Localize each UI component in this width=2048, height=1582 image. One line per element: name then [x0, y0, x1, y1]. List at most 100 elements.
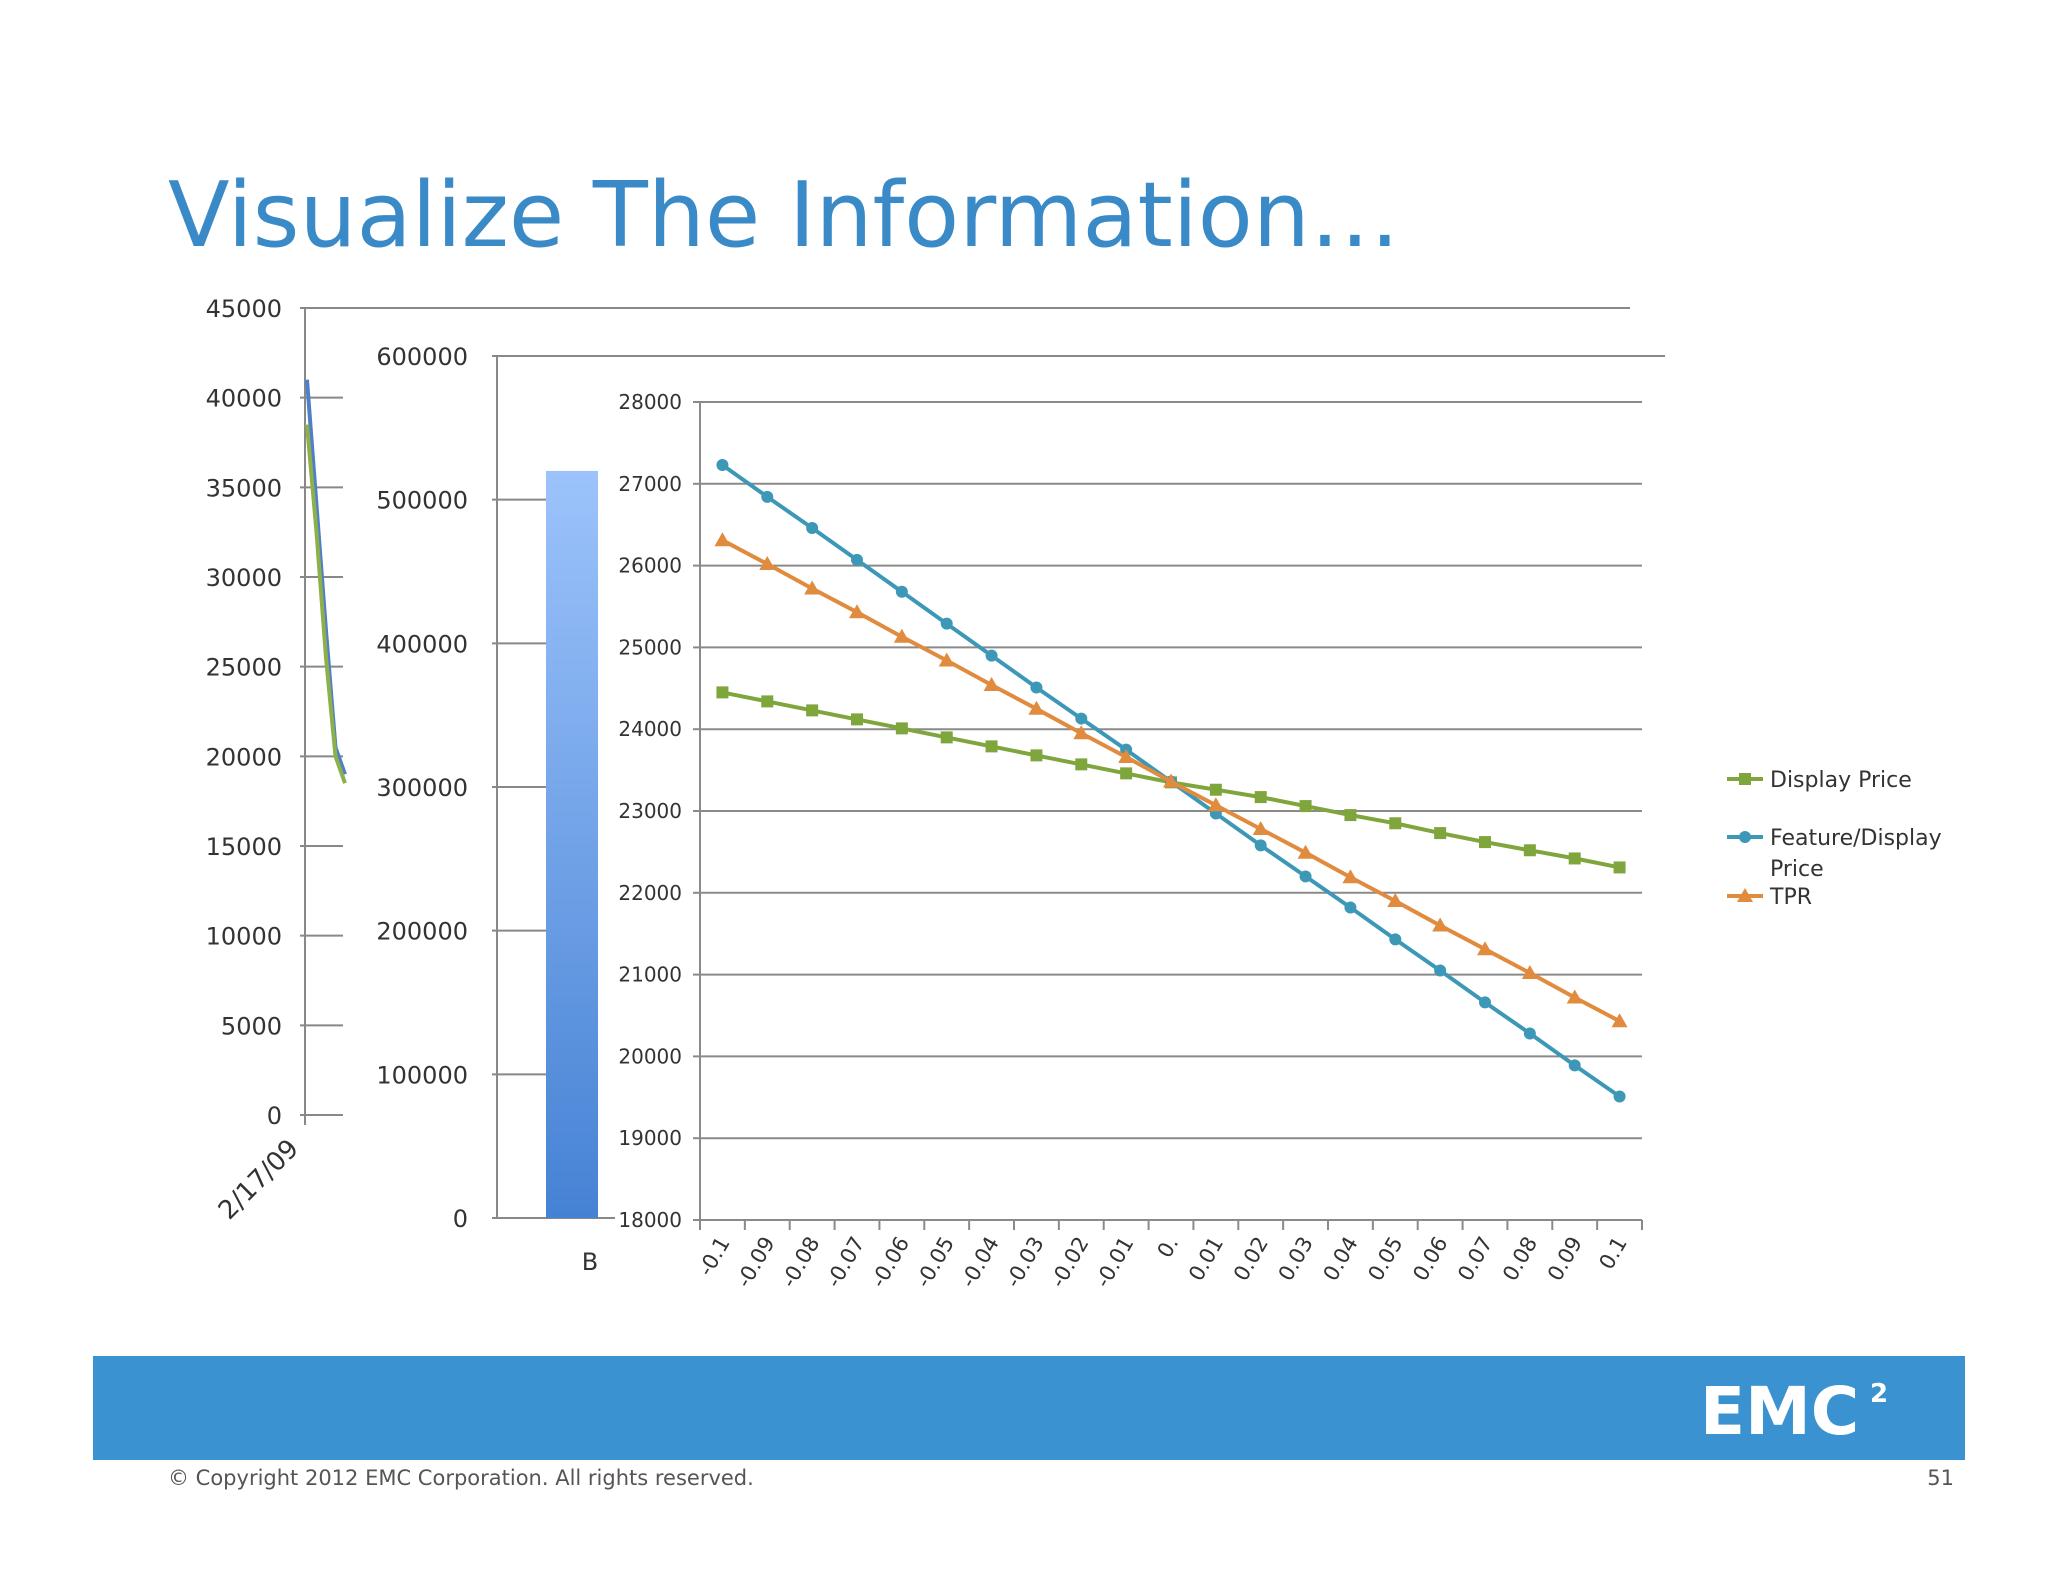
slide-title: Visualize The Information…: [168, 163, 1400, 268]
data-point-square: [1389, 817, 1402, 830]
back-series-line: [305, 379, 347, 775]
data-point-triangle: [1073, 725, 1090, 740]
back-y-tick-label: 0: [267, 1102, 282, 1130]
mid-y-tick-label: 300000: [376, 774, 468, 802]
data-point-triangle: [849, 604, 865, 619]
data-point-square: [1299, 800, 1312, 813]
data-point-square: [1344, 809, 1357, 822]
legend-label-line: Price: [1770, 857, 1824, 882]
mid-y-tick-label: 500000: [376, 487, 468, 515]
data-point-square: [806, 704, 819, 717]
footer-band: [93, 1356, 1965, 1460]
data-point-triangle: [804, 580, 821, 595]
mid-y-tick-label: 200000: [376, 918, 468, 946]
data-point-circle: [985, 649, 998, 662]
legend-label-line: Display Price: [1770, 768, 1912, 793]
legend-label-line: Feature/Display: [1770, 826, 1942, 851]
back-y-tick-label: 10000: [206, 923, 282, 951]
data-point-circle: [1299, 870, 1312, 883]
data-point-circle: [1523, 1027, 1536, 1040]
data-point-circle: [1568, 1059, 1581, 1072]
back-y-tick-label: 15000: [206, 833, 282, 861]
mid-y-tick-label: 400000: [376, 630, 468, 658]
data-point-triangle: [1342, 869, 1359, 884]
emc-logo: EMC 2: [1700, 1373, 1888, 1442]
data-point-square: [851, 713, 863, 726]
back-series-line: [305, 424, 347, 784]
front-y-tick-label: 25000: [618, 635, 682, 659]
back-y-tick-label: 25000: [206, 654, 282, 682]
data-point-circle: [1613, 1090, 1626, 1103]
chart-legend: Display Price Feature/Display Price TPR: [1727, 768, 1942, 910]
front-y-tick-label: 27000: [618, 472, 682, 496]
mid-y-tick-label: 100000: [376, 1061, 468, 1089]
data-point-circle: [1389, 933, 1402, 946]
data-point-square: [761, 695, 774, 708]
data-point-triangle: [759, 555, 776, 570]
data-point-square: [1209, 783, 1222, 796]
front-y-tick-label: 22000: [618, 881, 682, 905]
data-point-circle: [1030, 681, 1043, 694]
front-y-tick-label: 20000: [618, 1044, 682, 1068]
back-y-tick-label: 35000: [206, 474, 282, 502]
legend-marker-circle: [1739, 831, 1751, 843]
data-point-triangle: [1611, 1013, 1628, 1028]
data-point-triangle: [1477, 941, 1493, 956]
data-point-square: [940, 731, 953, 744]
legend-label: TPR: [1769, 885, 1812, 910]
data-point-circle: [851, 553, 863, 566]
back-y-tick-label: 5000: [221, 1012, 282, 1040]
back-y-tick-label: 20000: [206, 743, 282, 771]
mid-bar: [546, 470, 598, 1218]
data-point-circle: [1434, 964, 1447, 977]
charts-canvas: 0 5000 10000 15000 20000 25000 30000 35000 40000…: [205, 295, 1942, 1340]
front-chart-background: [615, 390, 1675, 1340]
front-y-tick-label: 19000: [618, 1126, 682, 1150]
front-y-tick-label: 28000: [618, 390, 682, 414]
data-point-circle: [895, 585, 908, 598]
data-point-circle: [940, 617, 953, 630]
legend-marker-square: [1739, 773, 1751, 785]
legend-label: Display Price: [1770, 768, 1912, 793]
copyright-notice: © Copyright 2012 EMC Corporation. All ri…: [168, 1466, 754, 1490]
data-point-square: [1254, 791, 1267, 804]
data-point-triangle: [1521, 964, 1538, 979]
data-point-circle: [806, 521, 819, 534]
data-point-circle: [716, 458, 729, 471]
legend-label: Feature/Display Price: [1770, 826, 1942, 882]
back-y-tick-label: 45000: [206, 295, 282, 323]
data-point-triangle: [938, 652, 955, 667]
data-point-square: [1434, 827, 1447, 840]
front-y-tick-label: 18000: [618, 1208, 682, 1232]
front-line-chart: 18000 19000 20000 21000 22000 23000 24000 25000…: [615, 390, 1675, 1340]
back-x-tick-label: 2/17/09: [213, 1134, 305, 1226]
data-point-square: [1479, 836, 1491, 849]
data-point-square: [1075, 758, 1088, 771]
data-point-triangle: [714, 532, 731, 547]
data-point-square: [1613, 861, 1626, 874]
mid-y-tick-label: 600000: [376, 343, 468, 371]
data-point-triangle: [983, 677, 1000, 692]
data-point-triangle: [1207, 797, 1224, 812]
data-point-triangle: [1163, 773, 1179, 788]
data-point-square: [1523, 844, 1536, 857]
back-y-tick-label: 30000: [206, 564, 282, 592]
data-point-triangle: [1387, 892, 1404, 907]
data-point-triangle: [1566, 989, 1583, 1004]
data-point-triangle: [1118, 749, 1135, 764]
data-point-square: [895, 722, 908, 735]
data-point-square: [716, 686, 729, 699]
front-y-tick-label: 26000: [618, 554, 682, 578]
mid-x-tick-label: B: [582, 1248, 598, 1276]
data-point-triangle: [1297, 844, 1314, 859]
data-point-square: [985, 740, 998, 753]
emc-logo-superscript: 2: [1870, 1379, 1888, 1409]
front-y-tick-label: 21000: [618, 963, 682, 987]
data-point-circle: [1344, 901, 1357, 914]
back-y-tick-label: 40000: [206, 385, 282, 413]
mid-y-tick-label: 0: [453, 1205, 468, 1233]
data-point-circle: [1254, 839, 1267, 852]
data-point-circle: [1479, 996, 1491, 1009]
data-point-triangle: [1028, 700, 1045, 715]
data-point-triangle: [1252, 820, 1269, 835]
